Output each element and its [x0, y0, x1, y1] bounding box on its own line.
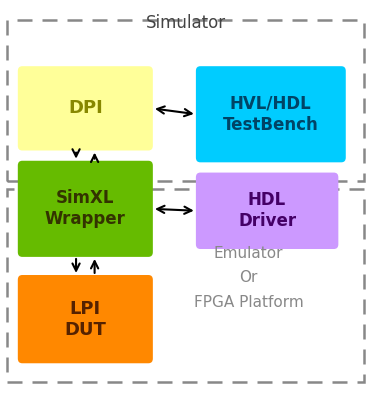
FancyBboxPatch shape — [18, 275, 153, 363]
Text: LPI
DUT: LPI DUT — [65, 300, 106, 338]
Text: Emulator
Or
FPGA Platform: Emulator Or FPGA Platform — [194, 246, 303, 310]
FancyBboxPatch shape — [18, 161, 153, 257]
Bar — [7, 189, 364, 382]
Text: SimXL
Wrapper: SimXL Wrapper — [45, 190, 126, 228]
Text: HVL/HDL
TestBench: HVL/HDL TestBench — [223, 95, 319, 134]
FancyBboxPatch shape — [196, 66, 346, 162]
Text: DPI: DPI — [68, 99, 103, 117]
FancyBboxPatch shape — [196, 173, 338, 249]
Text: Simulator: Simulator — [145, 14, 226, 32]
Bar — [7, 20, 364, 181]
FancyBboxPatch shape — [18, 66, 153, 151]
Text: HDL
Driver: HDL Driver — [238, 191, 296, 230]
